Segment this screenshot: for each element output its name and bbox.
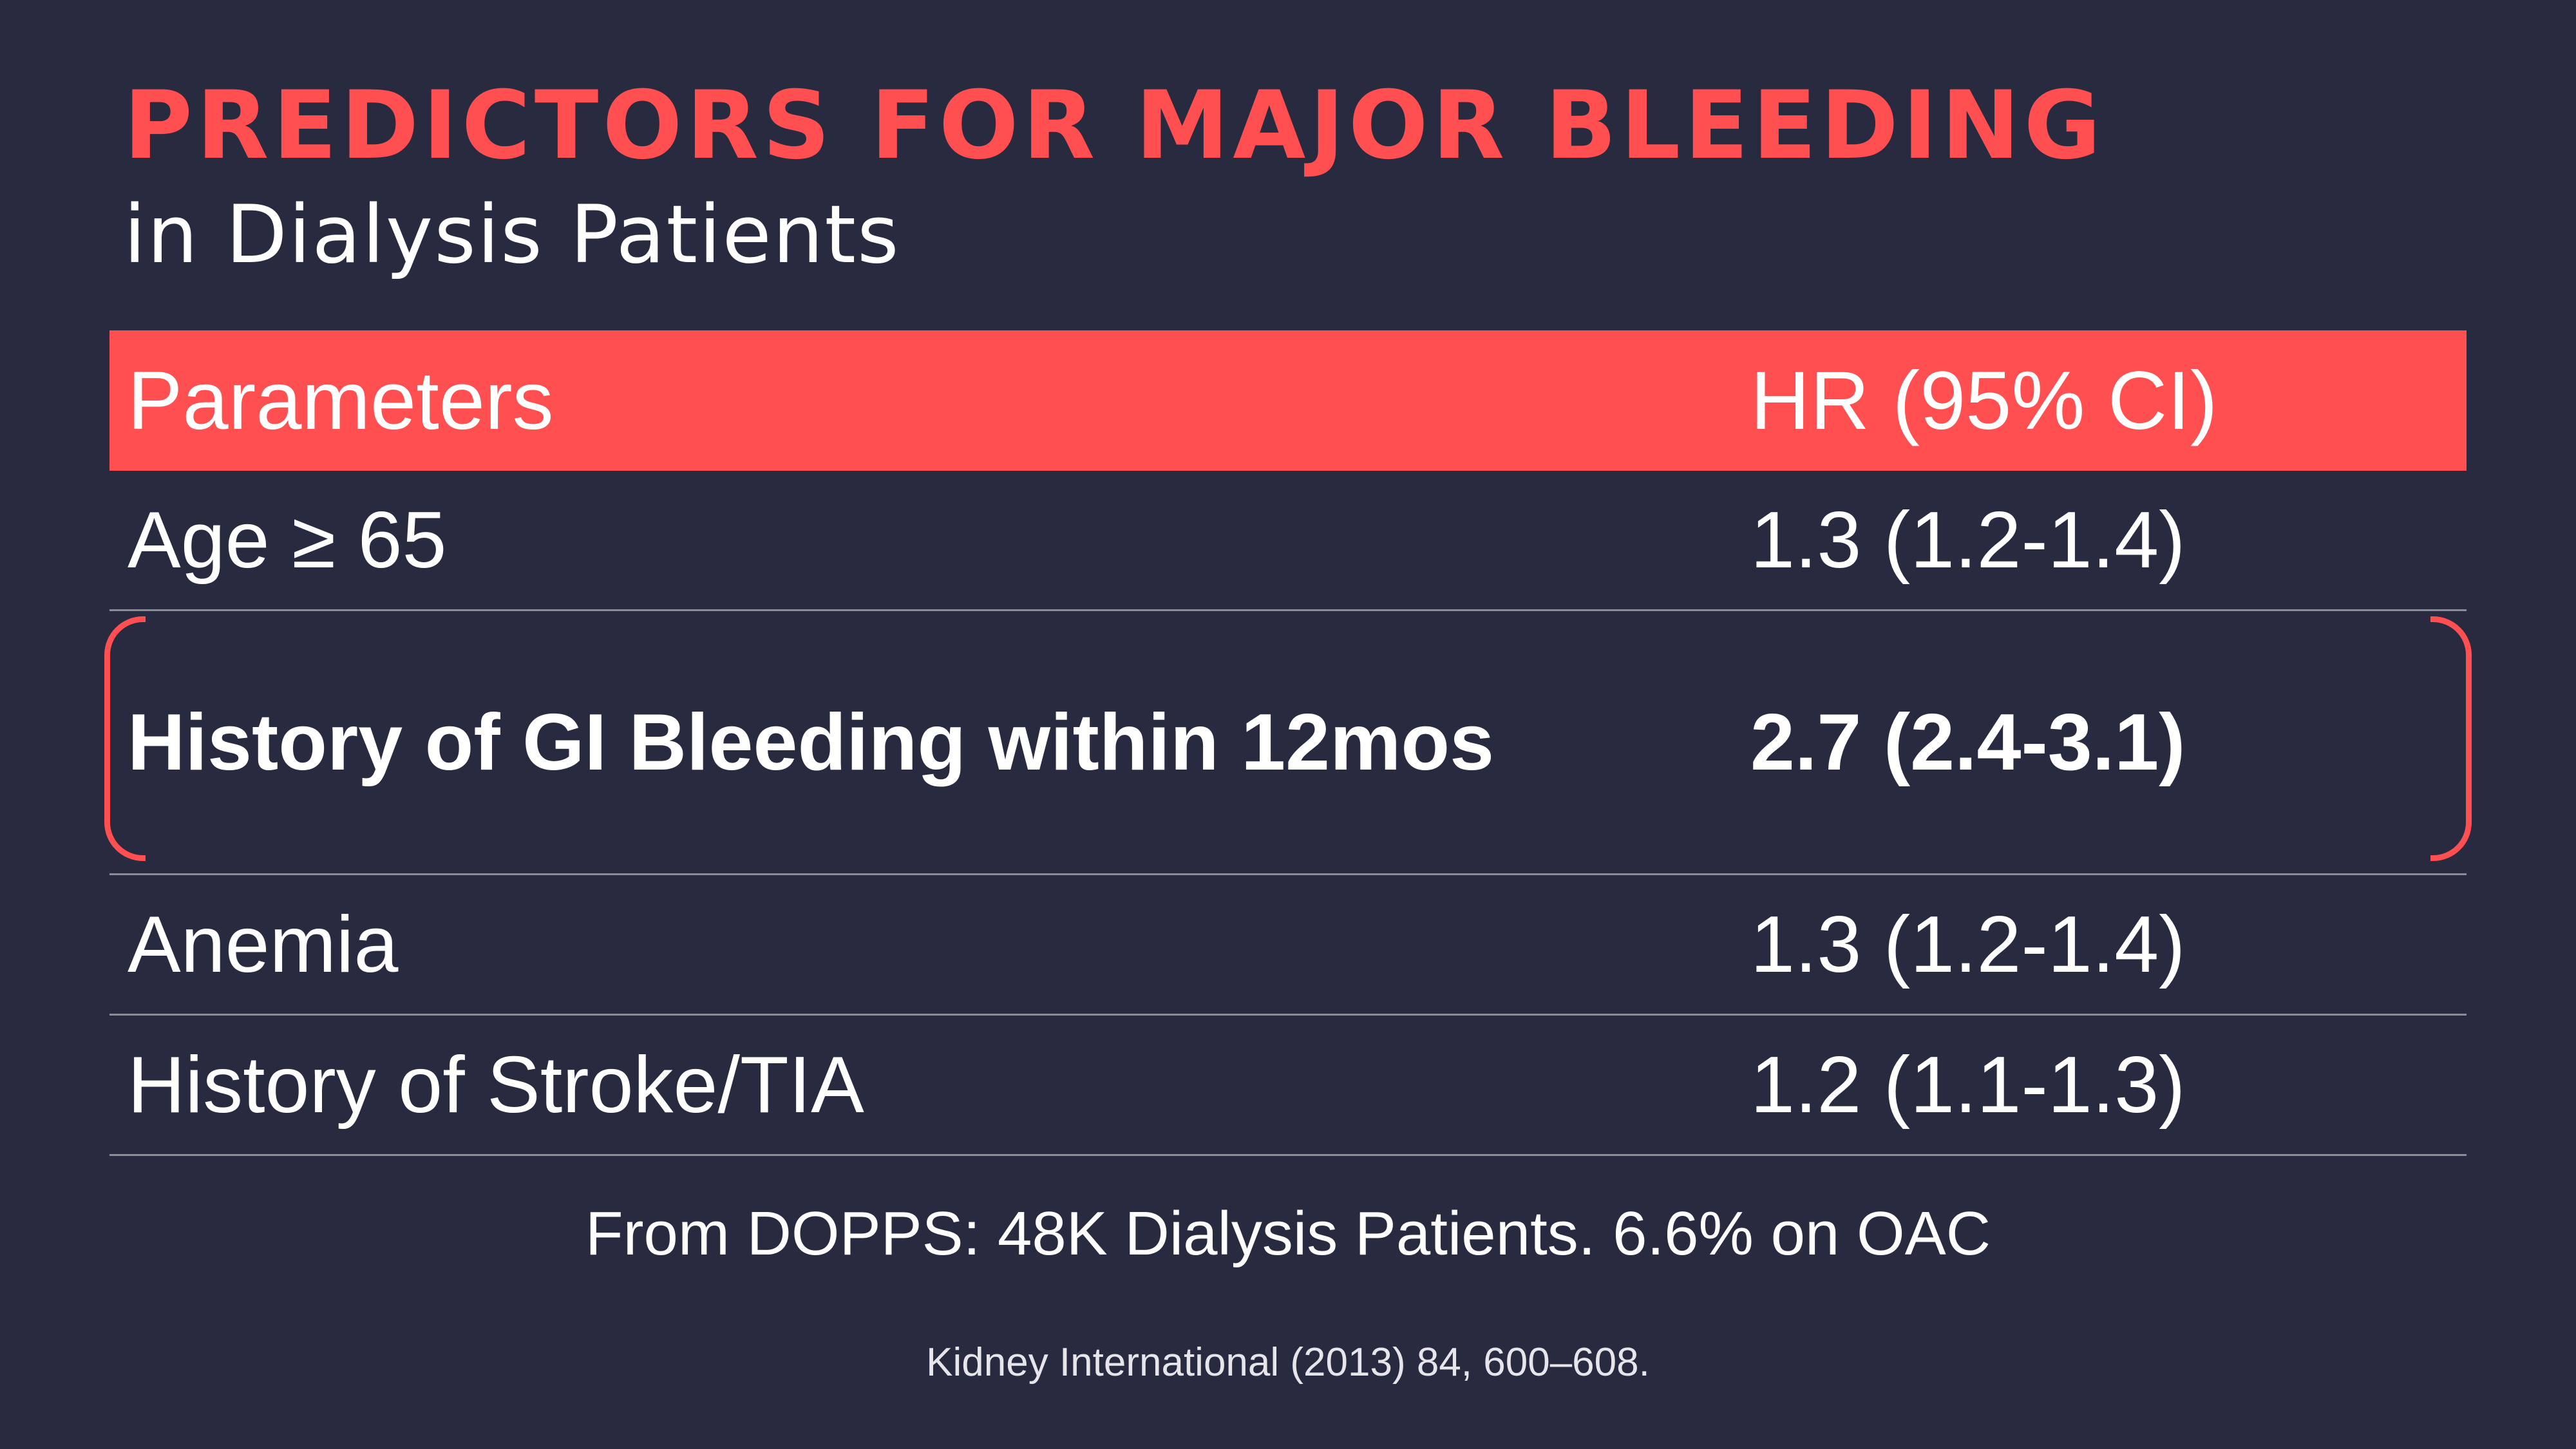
row-hr: 1.3 (1.2-1.4) [1750, 495, 2186, 585]
slide-subtitle: in Dialysis Patients [124, 189, 900, 281]
row-parameter: Age ≥ 65 [128, 495, 447, 585]
predictors-table: Parameters HR (95% CI) Age ≥ 65 1.3 (1.2… [104, 330, 2472, 1156]
row-parameter: Anemia [128, 900, 399, 989]
row-hr: 1.2 (1.1-1.3) [1750, 1040, 2186, 1130]
table-row-stroke: History of Stroke/TIA 1.2 (1.1-1.3) [109, 1016, 2467, 1156]
study-footnote: From DOPPS: 48K Dialysis Patients. 6.6% … [585, 1199, 1991, 1268]
table-row-age: Age ≥ 65 1.3 (1.2-1.4) [109, 471, 2467, 611]
header-parameters: Parameters [128, 354, 554, 447]
row-parameter: History of Stroke/TIA [128, 1040, 864, 1130]
highlight-bracket-left [104, 616, 146, 861]
highlight-bracket-right [2430, 616, 2472, 861]
row-parameter: History of GI Bleeding within 12mos [128, 697, 1495, 787]
table-row-gi-bleeding: History of GI Bleeding within 12mos 2.7 … [109, 611, 2467, 875]
header-hr: HR (95% CI) [1750, 354, 2218, 447]
row-hr: 1.3 (1.2-1.4) [1750, 900, 2186, 989]
table-header-row: Parameters HR (95% CI) [109, 330, 2467, 471]
slide-title: PREDICTORS FOR MAJOR BLEEDING [124, 71, 2105, 180]
citation: Kidney International (2013) 84, 600–608. [926, 1340, 1650, 1385]
row-hr: 2.7 (2.4-3.1) [1750, 697, 2186, 787]
table-row-anemia: Anemia 1.3 (1.2-1.4) [109, 875, 2467, 1016]
